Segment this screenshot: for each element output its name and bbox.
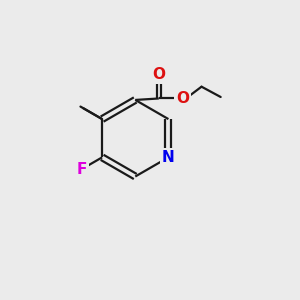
Text: O: O — [152, 68, 165, 82]
Text: O: O — [176, 91, 189, 106]
Text: N: N — [162, 150, 175, 165]
Text: F: F — [76, 162, 87, 177]
